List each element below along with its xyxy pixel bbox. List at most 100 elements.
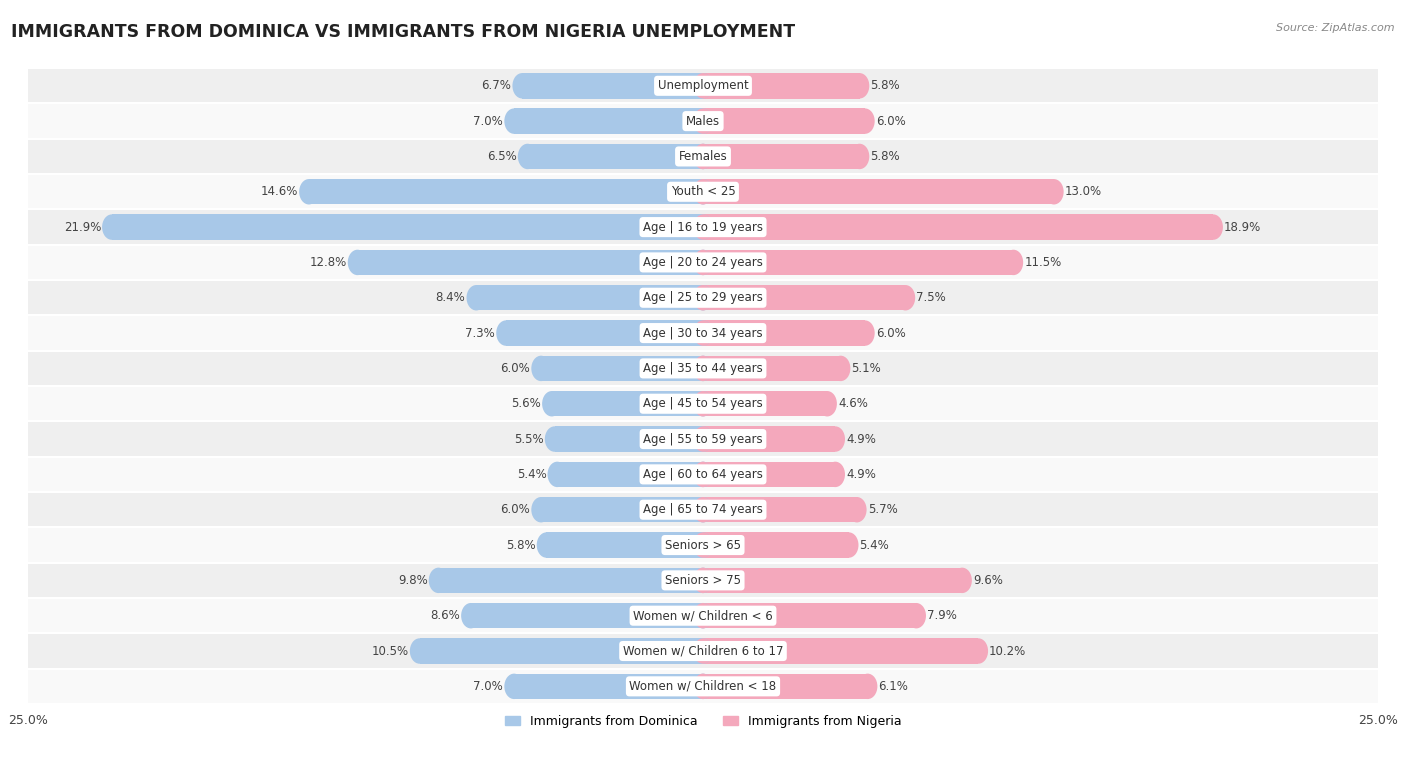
Text: IMMIGRANTS FROM DOMINICA VS IMMIGRANTS FROM NIGERIA UNEMPLOYMENT: IMMIGRANTS FROM DOMINICA VS IMMIGRANTS F… [11,23,796,41]
Bar [28,528,1378,562]
Text: 9.6%: 9.6% [973,574,1002,587]
Circle shape [693,250,713,275]
Circle shape [693,426,713,452]
Circle shape [693,356,713,381]
Circle shape [831,356,851,381]
Circle shape [693,250,713,275]
Text: 6.7%: 6.7% [481,79,512,92]
Text: 7.3%: 7.3% [465,326,495,340]
Bar [703,603,917,628]
Circle shape [693,391,713,416]
Legend: Immigrants from Dominica, Immigrants from Nigeria: Immigrants from Dominica, Immigrants fro… [501,710,905,733]
Circle shape [693,568,713,593]
Circle shape [543,391,561,416]
Text: Women w/ Children < 18: Women w/ Children < 18 [630,680,776,693]
Bar [551,391,703,416]
Circle shape [693,391,713,416]
Circle shape [693,214,713,240]
Text: Women w/ Children 6 to 17: Women w/ Children 6 to 17 [623,644,783,658]
Circle shape [825,426,845,452]
Text: 6.0%: 6.0% [501,362,530,375]
Bar [28,386,1378,422]
Bar [703,144,859,169]
Circle shape [848,497,866,522]
Bar [357,250,703,275]
Bar [28,668,1378,704]
Bar [703,285,905,310]
Circle shape [693,462,713,487]
Bar [703,320,865,346]
Bar [28,598,1378,634]
Text: 5.6%: 5.6% [512,397,541,410]
Bar [28,104,1378,139]
Circle shape [1004,250,1024,275]
Circle shape [512,73,531,98]
Text: 8.4%: 8.4% [436,291,465,304]
Circle shape [896,285,915,310]
Text: Age | 45 to 54 years: Age | 45 to 54 years [643,397,763,410]
Circle shape [693,179,713,204]
Text: Age | 20 to 24 years: Age | 20 to 24 years [643,256,763,269]
Bar [28,210,1378,245]
Circle shape [693,674,713,699]
Circle shape [299,179,319,204]
Text: 18.9%: 18.9% [1225,220,1261,234]
Text: 4.6%: 4.6% [838,397,868,410]
Text: 7.0%: 7.0% [474,680,503,693]
Text: 21.9%: 21.9% [63,220,101,234]
Circle shape [693,568,713,593]
Bar [703,356,841,381]
Circle shape [467,285,486,310]
Bar [703,674,868,699]
Text: Age | 55 to 59 years: Age | 55 to 59 years [643,432,763,446]
Text: Youth < 25: Youth < 25 [671,185,735,198]
Text: 5.8%: 5.8% [506,538,536,552]
Circle shape [347,250,367,275]
Bar [28,316,1378,350]
Bar [28,562,1378,598]
Text: 4.9%: 4.9% [846,468,876,481]
Circle shape [693,285,713,310]
Bar [471,603,703,628]
Bar [309,179,703,204]
Text: 14.6%: 14.6% [260,185,298,198]
Bar [28,422,1378,456]
Text: Unemployment: Unemployment [658,79,748,92]
Circle shape [839,532,859,558]
Bar [506,320,703,346]
Circle shape [537,532,557,558]
Bar [515,674,703,699]
Circle shape [693,603,713,628]
Bar [541,497,703,522]
Text: 11.5%: 11.5% [1024,256,1062,269]
Circle shape [693,320,713,346]
Bar [554,426,703,452]
Bar [28,139,1378,174]
Bar [28,350,1378,386]
Bar [703,391,827,416]
Bar [541,356,703,381]
Circle shape [103,214,121,240]
Text: Source: ZipAtlas.com: Source: ZipAtlas.com [1277,23,1395,33]
Text: 5.7%: 5.7% [868,503,897,516]
Circle shape [517,144,537,169]
Circle shape [547,462,567,487]
Circle shape [693,108,713,134]
Circle shape [693,73,713,98]
Bar [527,144,703,169]
Text: 5.4%: 5.4% [516,468,547,481]
Bar [703,638,979,664]
Text: 9.8%: 9.8% [398,574,427,587]
Text: 5.4%: 5.4% [859,538,890,552]
Text: 6.1%: 6.1% [879,680,908,693]
Circle shape [505,674,524,699]
Circle shape [693,320,713,346]
Bar [703,214,1213,240]
Bar [703,179,1054,204]
Text: Age | 60 to 64 years: Age | 60 to 64 years [643,468,763,481]
Circle shape [693,73,713,98]
Circle shape [496,320,516,346]
Text: 5.1%: 5.1% [852,362,882,375]
Bar [703,462,835,487]
Bar [557,462,703,487]
